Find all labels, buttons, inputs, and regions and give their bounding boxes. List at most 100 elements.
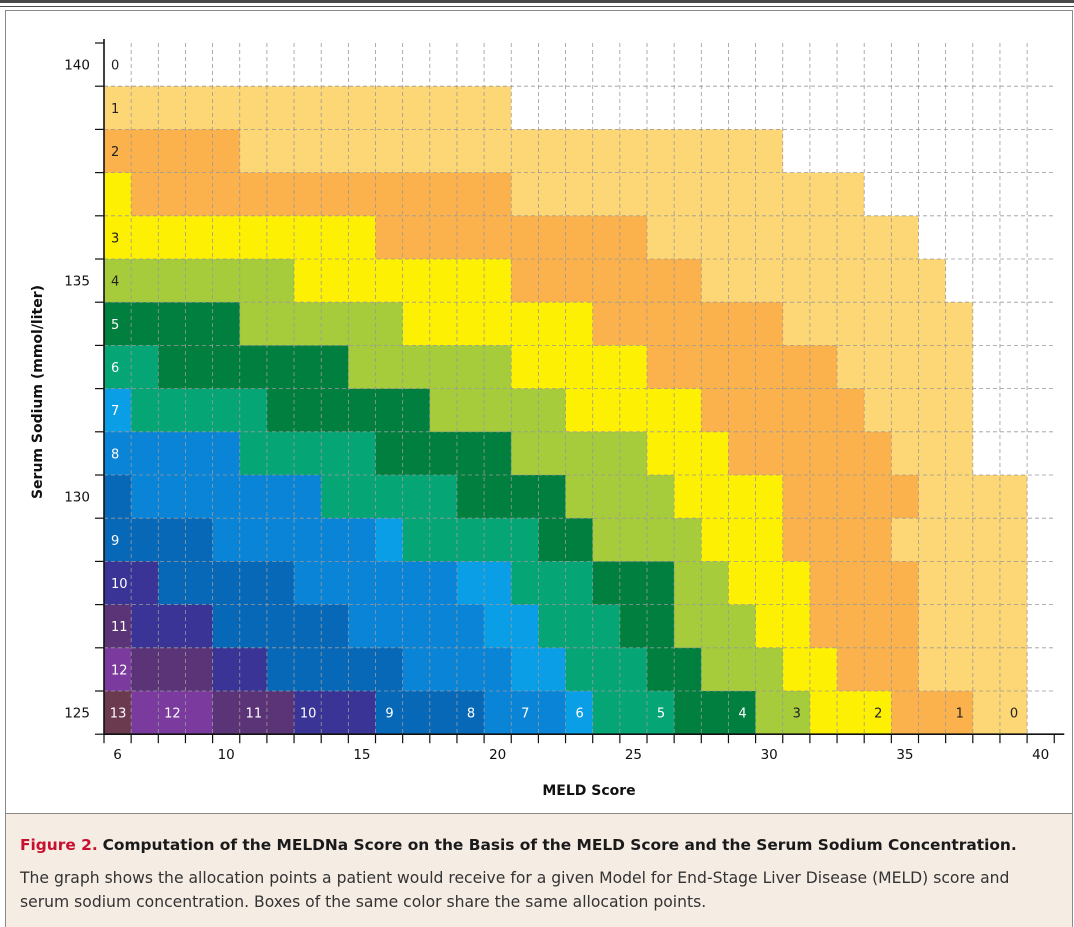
caption-label: Figure 2. — [20, 836, 98, 854]
heatmap-cell — [456, 172, 485, 217]
heatmap-cell — [158, 475, 187, 519]
heatmap-cell — [782, 129, 811, 174]
heatmap-cell — [348, 129, 377, 174]
heatmap-cell — [321, 215, 349, 260]
heatmap-cell — [185, 302, 214, 346]
heatmap-cell — [972, 129, 1001, 174]
heatmap-cell — [647, 259, 675, 303]
heatmap-cell — [972, 172, 1001, 217]
heatmap-cell — [294, 129, 322, 174]
heatmap-cell — [266, 431, 295, 476]
heatmap-cell — [619, 215, 648, 260]
heatmap-cell — [348, 43, 377, 87]
heatmap-cell — [375, 604, 404, 649]
x-tick-label: 40 — [1032, 747, 1049, 763]
heatmap-cell — [864, 475, 892, 519]
heatmap-cell — [619, 172, 648, 217]
heatmap-cell — [456, 647, 485, 692]
heatmap-cell — [266, 302, 295, 346]
heatmap-cell — [945, 129, 974, 174]
heatmap-cell — [674, 215, 702, 260]
heatmap-cell — [456, 475, 485, 519]
heatmap-cell — [104, 302, 132, 346]
heatmap-cell — [402, 215, 431, 260]
x-tick-label: 6 — [113, 747, 122, 763]
heatmap-cell — [429, 215, 458, 260]
heatmap-cell — [484, 561, 512, 606]
heatmap-cell — [945, 691, 974, 735]
heatmap-cell — [185, 647, 214, 692]
heatmap-cell — [402, 388, 431, 433]
bottom-point-label: 9 — [385, 707, 393, 722]
heatmap-cell — [972, 518, 1001, 562]
heatmap-cell — [728, 691, 757, 735]
heatmap-cell — [429, 129, 458, 174]
heatmap-cell — [511, 475, 539, 519]
heatmap-cell — [239, 475, 268, 519]
heatmap-cell — [755, 302, 784, 346]
heatmap-cell — [212, 86, 241, 130]
heatmap-cell — [538, 302, 567, 346]
heatmap-cell — [456, 518, 485, 562]
heatmap-cell — [782, 518, 811, 562]
heatmap-cell — [1027, 647, 1055, 692]
heatmap-cell — [1027, 691, 1055, 735]
heatmap-cell — [511, 259, 539, 303]
heatmap-cell — [619, 604, 648, 649]
heatmap-cell — [972, 647, 1001, 692]
x-tick-label: 30 — [761, 747, 778, 763]
heatmap-cell — [837, 691, 865, 735]
heatmap-cell — [674, 345, 702, 390]
heatmap-cell — [375, 302, 404, 346]
heatmap-cell — [294, 86, 322, 130]
heatmap-cell — [647, 604, 675, 649]
bottom-point-label: 3 — [793, 707, 801, 722]
heatmap-cell — [619, 43, 648, 87]
heatmap-cell — [1027, 129, 1055, 174]
row-point-label: 1 — [111, 102, 119, 117]
heatmap-cell — [674, 388, 702, 433]
heatmap-cell — [999, 302, 1028, 346]
y-tick-label: 135 — [64, 274, 90, 290]
heatmap-cell — [484, 345, 512, 390]
heatmap-cell — [837, 388, 865, 433]
heatmap-cell — [266, 129, 295, 174]
bottom-point-label: 12 — [164, 707, 181, 722]
heatmap-cell — [131, 561, 159, 606]
heatmap-cell — [511, 129, 539, 174]
heatmap-cell — [891, 215, 920, 260]
heatmap-cell — [565, 431, 594, 476]
y-axis-title: Serum Sodium (mmol/liter) — [30, 285, 46, 499]
heatmap-cell — [104, 129, 132, 174]
heatmap-cell — [239, 172, 268, 217]
heatmap-cell — [755, 129, 784, 174]
heatmap-cell — [402, 302, 431, 346]
heatmap-cell — [212, 43, 241, 87]
heatmap-cell — [104, 172, 132, 217]
heatmap-cell — [185, 172, 214, 217]
heatmap-cell — [619, 86, 648, 130]
heatmap-cell — [755, 345, 784, 390]
heatmap-cell — [402, 129, 431, 174]
heatmap-cell — [375, 691, 404, 735]
heatmap-cell — [809, 431, 838, 476]
heatmap-cell — [809, 259, 838, 303]
heatmap-cell — [999, 129, 1028, 174]
heatmap-cell — [266, 604, 295, 649]
heatmap-cell — [999, 561, 1028, 606]
heatmap-cell — [864, 518, 892, 562]
heatmap-cell — [429, 302, 458, 346]
heatmap-cell — [972, 345, 1001, 390]
heatmap-cell — [728, 215, 757, 260]
heatmap-cell — [158, 604, 187, 649]
heatmap-cell — [104, 561, 132, 606]
heatmap-cell — [1027, 43, 1055, 87]
heatmap-cell — [348, 388, 377, 433]
heatmap-cell — [565, 172, 594, 217]
heatmap-cell — [375, 172, 404, 217]
heatmap-cell — [131, 431, 159, 476]
heatmap-cell — [619, 518, 648, 562]
heatmap-cell — [701, 431, 730, 476]
heatmap-cell — [619, 561, 648, 606]
heatmap-cell — [701, 259, 730, 303]
